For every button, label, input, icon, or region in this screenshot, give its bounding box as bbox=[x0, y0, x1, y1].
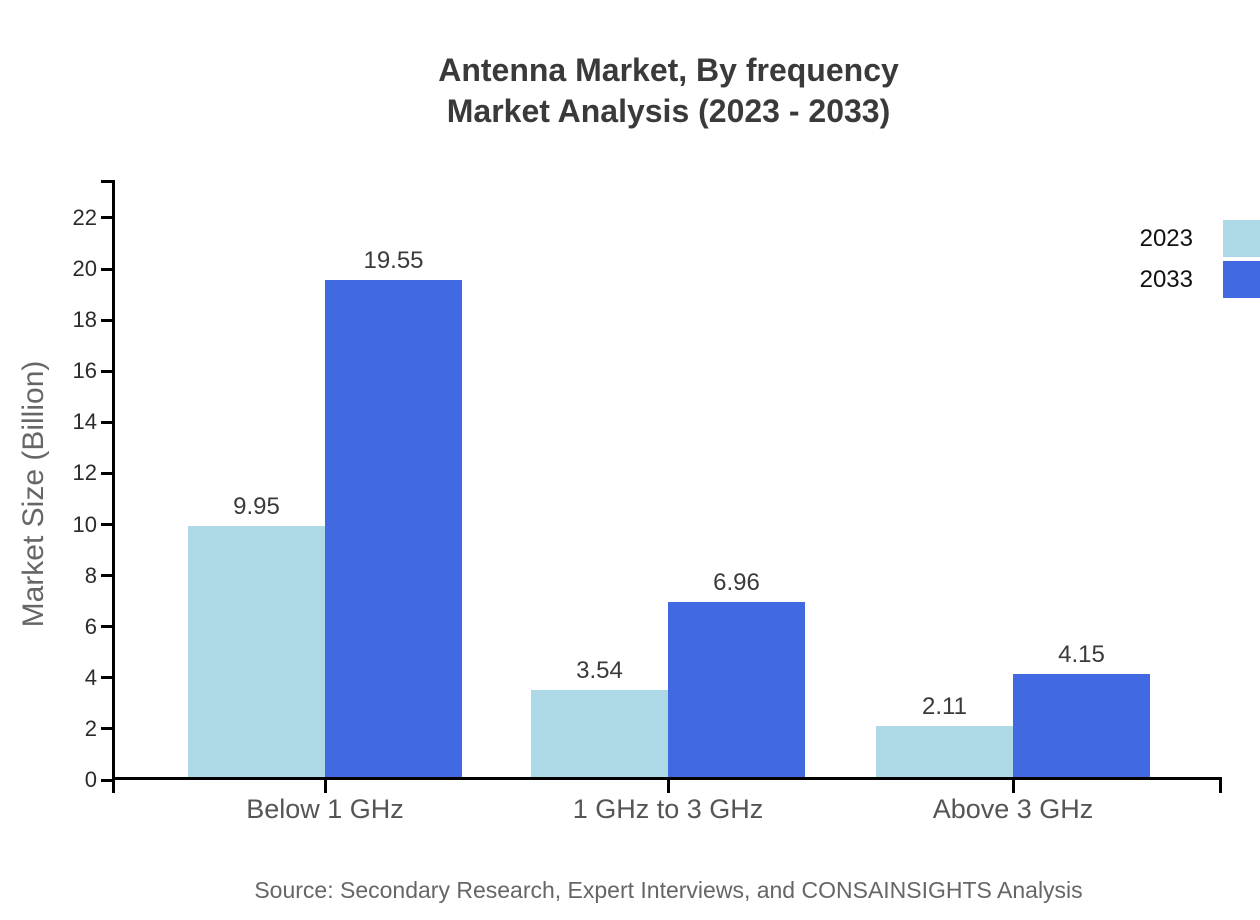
y-tick-label: 8 bbox=[84, 562, 97, 588]
y-tick-mark bbox=[101, 369, 112, 373]
legend-label: 2023 bbox=[1139, 224, 1193, 252]
y-tick-mark bbox=[101, 778, 112, 782]
y-tick-mark bbox=[101, 625, 112, 629]
y-tick-mark bbox=[101, 523, 112, 526]
y-tick-label: 4 bbox=[84, 664, 97, 690]
y-tick-label: 2 bbox=[84, 715, 97, 741]
source-note: Source: Secondary Research, Expert Inter… bbox=[254, 877, 1083, 903]
y-tick-label: 16 bbox=[72, 358, 97, 384]
value-label: 6.96 bbox=[713, 569, 760, 596]
y-tick-mark bbox=[101, 471, 112, 475]
legend-label: 2033 bbox=[1139, 265, 1193, 293]
x-axis-line bbox=[112, 777, 1222, 780]
y-tick-label: 6 bbox=[84, 613, 97, 639]
legend-swatch-2033 bbox=[1223, 261, 1260, 298]
value-label: 2.11 bbox=[922, 693, 967, 720]
y-tick-mark bbox=[101, 267, 112, 271]
category-label-1: Below 1 GHz bbox=[246, 794, 404, 824]
y-tick-label: 18 bbox=[72, 307, 97, 333]
y-tick-label: 12 bbox=[72, 460, 97, 486]
legend: 2023 2033 bbox=[1140, 220, 1260, 302]
legend-item-2033: 2033 bbox=[1140, 261, 1260, 298]
bar-2023-1-ghz-to-3-ghz bbox=[531, 690, 668, 780]
category-label-3: Above 3 GHz bbox=[932, 794, 1094, 824]
x-tick-mark bbox=[666, 780, 670, 793]
y-tick-mark bbox=[101, 318, 112, 322]
bar-2033-1-ghz-to-3-ghz bbox=[668, 602, 805, 780]
value-label: 9.95 bbox=[233, 493, 280, 520]
x-axis-end-cap bbox=[1219, 780, 1222, 793]
y-axis-line bbox=[112, 180, 115, 793]
legend-item-2023: 2023 bbox=[1140, 220, 1260, 257]
y-tick-mark bbox=[101, 216, 112, 220]
value-label: 3.54 bbox=[576, 657, 623, 684]
y-tick-label: 20 bbox=[72, 256, 97, 281]
y-tick-mark bbox=[101, 420, 112, 424]
y-tick-label: 14 bbox=[72, 409, 97, 435]
value-label: 4.15 bbox=[1058, 641, 1105, 668]
bar-2033-below-1-ghz bbox=[325, 280, 462, 780]
plot-area: 0 2 4 6 8 10 12 14 16 18 20 22 9.95 19.55 Below 1 GHz 3… bbox=[73, 180, 1222, 824]
x-tick-mark bbox=[323, 780, 327, 793]
chart-title-line2: Market Analysis (2023 - 2033) bbox=[446, 93, 891, 129]
x-tick-mark bbox=[1011, 780, 1015, 793]
y-axis-end-cap bbox=[101, 180, 112, 183]
y-tick-mark bbox=[101, 574, 112, 578]
y-tick-label: 10 bbox=[72, 511, 97, 537]
y-tick-label: 22 bbox=[72, 204, 97, 230]
y-tick-label: 0 bbox=[84, 767, 97, 792]
value-label: 19.55 bbox=[363, 247, 424, 274]
y-tick-mark bbox=[101, 727, 112, 731]
y-tick-mark bbox=[101, 676, 112, 680]
bar-2023-below-1-ghz bbox=[188, 526, 325, 780]
bar-2023-above-3-ghz bbox=[876, 726, 1013, 780]
bar-2033-above-3-ghz bbox=[1013, 674, 1150, 780]
chart-title: Antenna Market, By frequency Market Anal… bbox=[115, 50, 1222, 132]
category-label-2: 1 GHz to 3 GHz bbox=[572, 794, 764, 824]
legend-swatch-2023 bbox=[1223, 220, 1260, 257]
chart-title-line1: Antenna Market, By frequency bbox=[438, 52, 899, 88]
